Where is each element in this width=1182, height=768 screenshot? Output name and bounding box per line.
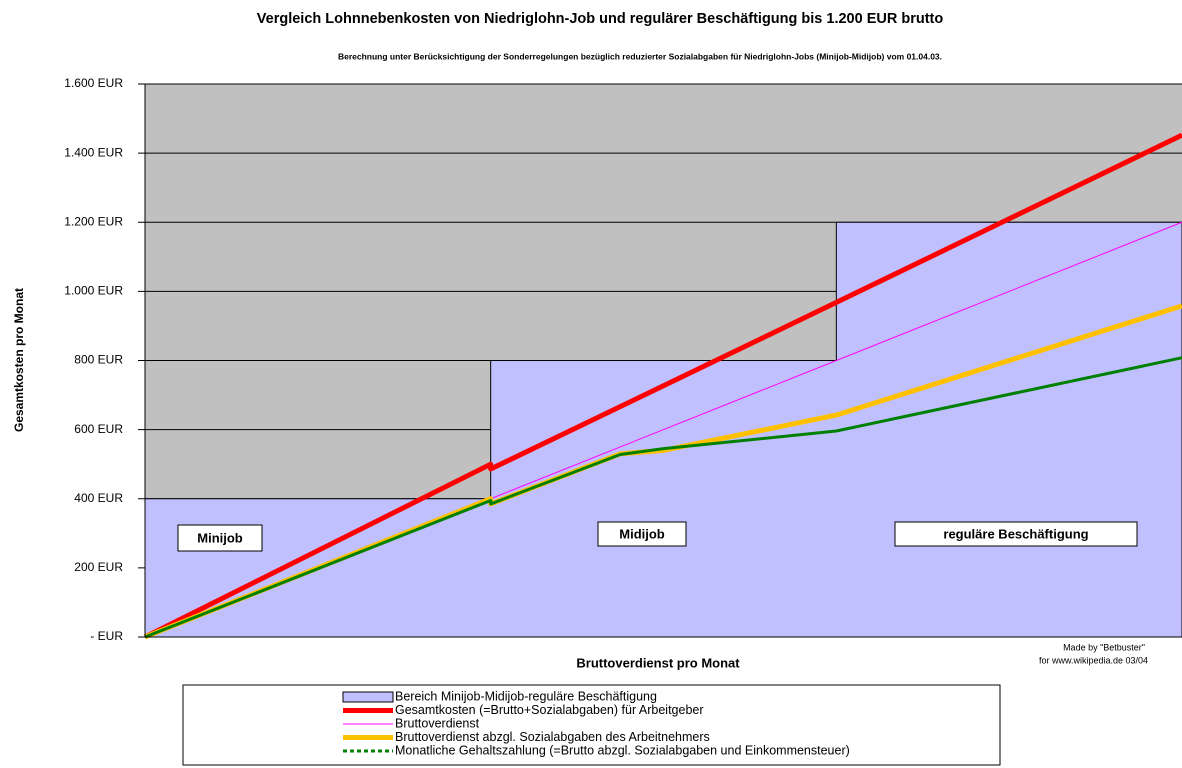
legend-label: Bruttoverdienst abzgl. Sozialabgaben des… bbox=[395, 730, 710, 744]
line bbox=[143, 132, 1182, 640]
y-tick-label: 400 EUR bbox=[74, 491, 123, 505]
legend-swatch bbox=[342, 691, 394, 703]
chart-title: Vergleich Lohnnebenkosten von Niedrigloh… bbox=[257, 11, 944, 27]
legend-label: Gesamtkosten (=Brutto+Sozialabgaben) für… bbox=[395, 703, 704, 717]
y-tick-label: 800 EUR bbox=[74, 353, 123, 367]
y-tick-label: 1.000 EUR bbox=[64, 284, 123, 298]
legend-box bbox=[182, 684, 1001, 766]
legend-label: Monatliche Gehaltszahlung (=Brutto abzgl… bbox=[395, 743, 850, 757]
credit: Made by "Betbuster" bbox=[1063, 642, 1145, 652]
annotation: Midijob bbox=[619, 526, 665, 541]
legend-label: Bereich Minijob-Midijob-reguläre Beschäf… bbox=[395, 689, 657, 703]
annotation: Minijob bbox=[197, 530, 243, 545]
chart-subtitle: Berechnung unter Berücksichtigung der So… bbox=[338, 51, 942, 61]
annotation: reguläre Beschäftigung bbox=[943, 526, 1088, 541]
annotation-box bbox=[177, 524, 263, 552]
line bbox=[144, 356, 1182, 639]
legend-label: Bruttoverdienst bbox=[395, 716, 480, 730]
y-tick-label: 1.400 EUR bbox=[64, 145, 123, 159]
y-tick-label: 1.600 EUR bbox=[64, 76, 123, 90]
annotation-box bbox=[597, 521, 687, 547]
y-tick-label: 200 EUR bbox=[74, 560, 123, 574]
y-tick-label: - EUR bbox=[90, 629, 123, 643]
y-tick-label: 600 EUR bbox=[74, 422, 123, 436]
y-axis-label: Gesamtkosten pro Monat bbox=[12, 288, 26, 432]
x-axis-label: Bruttoverdienst pro Monat bbox=[576, 655, 740, 670]
credit: for www.wikipedia.de 03/04 bbox=[1039, 655, 1148, 665]
annotation-box bbox=[894, 521, 1138, 547]
y-tick-label: 1.200 EUR bbox=[64, 214, 123, 228]
